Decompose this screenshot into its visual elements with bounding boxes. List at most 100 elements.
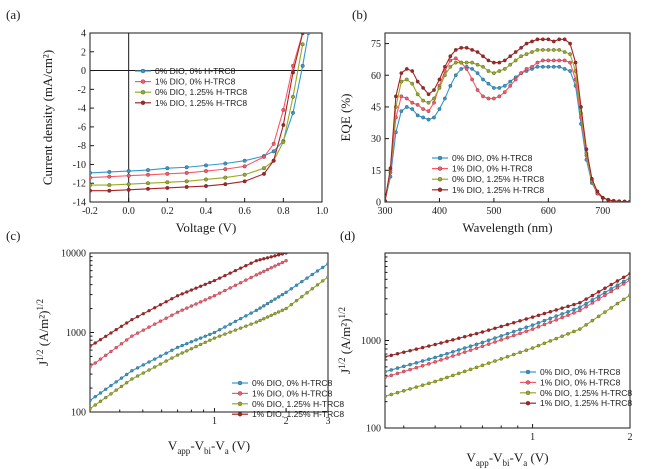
- data-point: [184, 185, 189, 189]
- data-point: [590, 293, 595, 298]
- data-point: [208, 296, 212, 300]
- x-tick-label: 0.2: [161, 206, 174, 217]
- data-point: [546, 64, 551, 69]
- panel-label: (a): [6, 7, 20, 22]
- data-point: [262, 154, 266, 159]
- series-1: [385, 276, 630, 374]
- data-point: [505, 354, 510, 359]
- data-point: [536, 313, 541, 318]
- data-point: [439, 353, 443, 358]
- data-point: [420, 359, 425, 363]
- data-point: [457, 371, 461, 376]
- data-point: [468, 367, 473, 372]
- data-point: [518, 327, 522, 332]
- data-point: [462, 350, 467, 354]
- x-tick-label: -0.2: [82, 206, 98, 217]
- data-point: [480, 363, 485, 368]
- data-point: [535, 60, 540, 65]
- data-point: [153, 365, 157, 369]
- data-point: [271, 149, 276, 154]
- data-point: [524, 317, 529, 321]
- data-point: [560, 315, 564, 320]
- data-point: [443, 64, 447, 69]
- data-point: [590, 318, 595, 323]
- data-point: [280, 253, 285, 256]
- data-point: [513, 77, 518, 82]
- data-point: [448, 83, 453, 88]
- data-point: [300, 42, 305, 47]
- data-point: [175, 294, 180, 298]
- legend-marker: [525, 369, 531, 375]
- data-point: [603, 286, 607, 290]
- y-tick-label: 0: [376, 198, 381, 209]
- data-point: [499, 357, 503, 361]
- data-point: [389, 353, 394, 358]
- y-axis-title: EQE (%): [338, 93, 353, 141]
- data-point: [548, 339, 553, 343]
- data-point: [305, 276, 309, 280]
- data-point: [165, 166, 170, 171]
- data-point: [584, 304, 588, 309]
- data-point: [194, 338, 198, 342]
- data-point: [119, 384, 124, 389]
- data-point: [238, 316, 243, 321]
- data-point: [536, 343, 541, 348]
- data-point: [421, 98, 425, 103]
- data-point: [578, 305, 582, 309]
- data-point: [184, 165, 189, 170]
- data-point: [475, 71, 480, 75]
- series-3: [90, 42, 305, 188]
- data-point: [399, 94, 404, 99]
- data-point: [584, 297, 588, 301]
- data-point: [519, 71, 523, 75]
- data-point: [572, 302, 576, 307]
- data-point: [269, 255, 273, 259]
- data-point: [109, 383, 113, 388]
- data-point: [464, 60, 469, 65]
- data-point: [505, 322, 510, 327]
- data-point: [414, 361, 419, 365]
- data-point: [147, 368, 151, 372]
- data-point: [486, 361, 491, 365]
- data-point: [395, 366, 400, 370]
- data-point: [185, 349, 189, 353]
- data-point: [119, 376, 124, 380]
- legend-marker: [525, 380, 531, 385]
- data-point: [524, 41, 529, 46]
- data-point: [548, 309, 553, 314]
- data-point: [562, 37, 567, 42]
- data-point: [513, 58, 518, 63]
- data-point: [493, 359, 497, 363]
- y-tick-label: -10: [73, 160, 86, 171]
- series-line: [90, 253, 287, 347]
- data-point: [180, 343, 184, 348]
- data-point: [492, 60, 496, 65]
- data-point: [568, 69, 572, 73]
- data-point: [443, 73, 447, 78]
- data-point: [228, 286, 232, 290]
- data-point: [615, 279, 620, 283]
- data-point: [551, 48, 556, 52]
- data-point: [262, 317, 266, 321]
- y-tick-label: 0: [81, 66, 86, 77]
- data-point: [389, 373, 394, 378]
- data-point: [109, 392, 113, 396]
- data-point: [203, 340, 207, 345]
- legend-marker: [140, 100, 146, 105]
- data-point: [562, 50, 567, 54]
- data-point: [175, 310, 180, 314]
- data-point: [492, 71, 496, 75]
- legend-label: 1% DIO, 0% H-TRC8: [452, 164, 533, 174]
- data-point: [579, 105, 583, 109]
- data-point: [502, 90, 507, 95]
- data-point: [508, 79, 513, 84]
- data-point: [566, 332, 570, 336]
- data-point: [212, 330, 217, 335]
- data-point: [289, 287, 293, 291]
- data-point: [505, 332, 510, 336]
- data-point: [203, 282, 207, 287]
- data-point: [493, 336, 497, 340]
- data-point: [584, 301, 588, 306]
- y-tick-label: 1000: [361, 336, 381, 347]
